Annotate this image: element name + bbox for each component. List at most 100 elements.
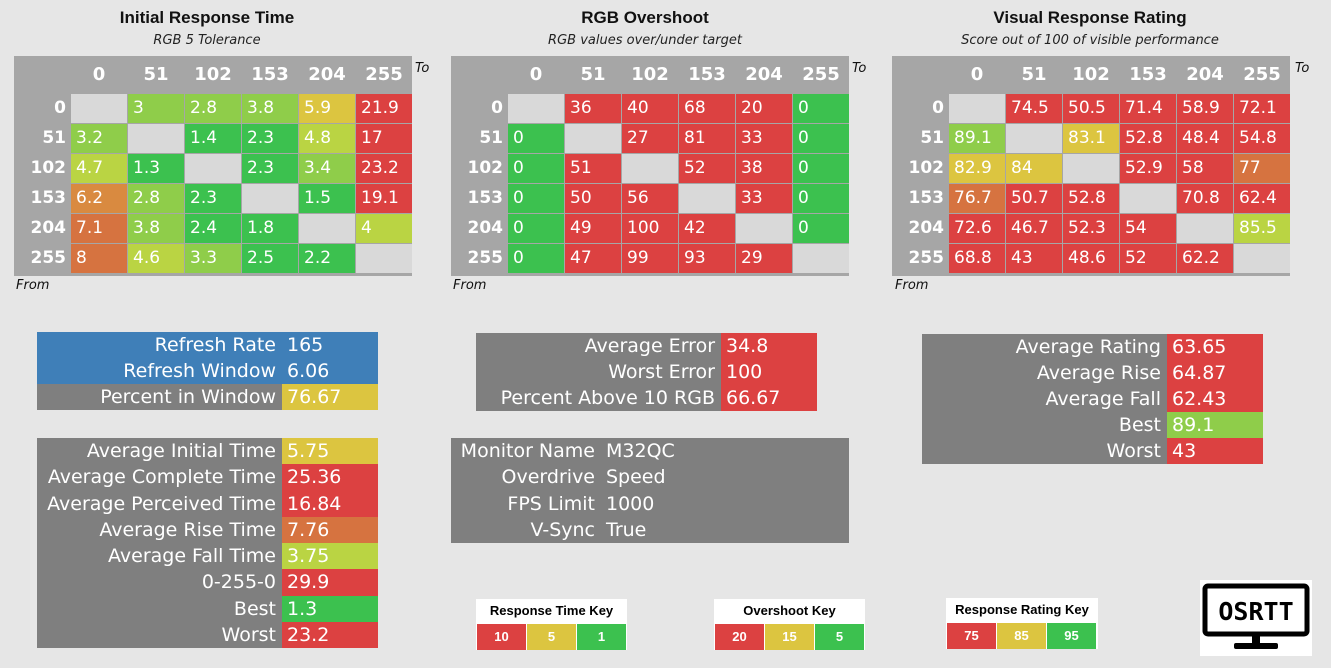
- matrix-cell: 85.5: [1234, 214, 1290, 243]
- matrix-cell: 2.3: [242, 124, 298, 153]
- matrix-cell-empty: [1063, 154, 1119, 183]
- matrix-cell-empty: [1006, 124, 1062, 153]
- column-header: 204: [308, 64, 346, 85]
- stat-value: 43: [1167, 438, 1263, 464]
- stat-row: Average Rating 63.65: [922, 334, 1263, 360]
- matrix-cell: 3.3: [185, 244, 241, 273]
- matrix-cell: 33: [736, 184, 792, 213]
- matrix-cell-empty: [679, 184, 735, 213]
- matrix-cell: 0: [508, 244, 564, 273]
- matrix-cell: 50.7: [1006, 184, 1062, 213]
- stat-row: 0-255-0 29.9: [37, 569, 378, 596]
- matrix-cell-empty: [1234, 244, 1290, 273]
- matrix-cell: 4.6: [128, 244, 184, 273]
- matrix-cell-empty: [793, 244, 849, 273]
- column-header: 102: [194, 64, 232, 85]
- row-header: 102: [908, 158, 945, 178]
- stat-value: 1.3: [282, 595, 378, 622]
- stat-value: 64.87: [1167, 360, 1263, 386]
- rgb-overshoot-title: RGB Overshoot: [581, 8, 709, 27]
- key-swatch: 20: [715, 624, 764, 650]
- stat-row: FPS Limit 1000: [451, 491, 849, 517]
- stat-row: Average Perceived Time 16.84: [37, 490, 378, 517]
- column-header: 51: [1021, 64, 1047, 85]
- stat-row: Average Rise 64.87: [922, 360, 1263, 386]
- key-swatch: 5: [815, 624, 864, 650]
- matrix-cell: 52: [1120, 244, 1176, 273]
- stat-value: True: [606, 518, 647, 541]
- response-time-key: Response Time Key 10 5 1: [476, 599, 627, 650]
- matrix-cell: 2.5: [242, 244, 298, 273]
- to-label: To: [1295, 61, 1310, 76]
- error-panel: Average Error 34.8 Worst Error 100 Percent A…: [476, 333, 817, 411]
- stat-value: 3.75: [282, 543, 378, 570]
- column-header: 204: [1186, 64, 1224, 85]
- matrix-cell-empty: [736, 214, 792, 243]
- matrix-cell: 46.7: [1006, 214, 1062, 243]
- matrix-cell: 20: [736, 94, 792, 123]
- logo-text: OSRTT: [1218, 597, 1293, 626]
- matrix-cell-empty: [508, 94, 564, 123]
- matrix-cell: 56: [622, 184, 678, 213]
- overshoot-key: Overshoot Key 20 15 5: [714, 599, 865, 650]
- matrix-cell: 4: [356, 214, 412, 243]
- stat-row: Average Complete Time 25.36: [37, 464, 378, 491]
- stat-value: 165: [282, 332, 378, 358]
- matrix-cell: 0: [508, 124, 564, 153]
- key-title: Overshoot Key: [743, 603, 836, 618]
- stat-label: Average Initial Time: [86, 440, 276, 462]
- key-title: Response Rating Key: [955, 602, 1089, 617]
- stat-value: 29.9: [282, 569, 378, 596]
- matrix-cell: 68.8: [949, 244, 1005, 273]
- matrix-cell-empty: [1120, 184, 1176, 213]
- initial-response-matrix: 0 0 51 51 102 102 153 153 204 204 255 255 3 2.8 3.8 5.9…: [14, 56, 412, 276]
- key-swatch: 15: [765, 624, 814, 650]
- row-header: 255: [908, 248, 945, 268]
- stat-value: 25.36: [282, 464, 378, 491]
- stat-value: 1000: [606, 492, 655, 515]
- matrix-cell-empty: [185, 154, 241, 183]
- column-header: 255: [802, 64, 840, 85]
- matrix-cell: 71.4: [1120, 94, 1176, 123]
- matrix-cell: 76.7: [949, 184, 1005, 213]
- matrix-cell: 1.8: [242, 214, 298, 243]
- stat-value: 16.84: [282, 490, 378, 517]
- matrix-cell-empty: [242, 184, 298, 213]
- row-header: 204: [467, 218, 504, 238]
- key-swatch: 95: [1047, 623, 1096, 649]
- row-header: 51: [42, 128, 66, 148]
- row-header: 102: [30, 158, 67, 178]
- rgb-overshoot-subtitle: RGB values over/under target: [548, 33, 742, 48]
- row-header: 51: [920, 128, 944, 148]
- visual-response-matrix: 0 0 51 51 102 102 153 153 204 204 255 255 74.5 50.5 71…: [892, 56, 1290, 276]
- matrix-cell: 99: [622, 244, 678, 273]
- matrix-cell: 0: [793, 154, 849, 183]
- matrix-cell: 68: [679, 94, 735, 123]
- stat-label: Average Error: [584, 335, 715, 357]
- stat-label: Average Rise Time: [99, 518, 276, 541]
- stat-row: Average Fall 62.43: [922, 386, 1263, 412]
- stat-label: FPS Limit: [507, 492, 595, 515]
- key-title: Response Time Key: [489, 603, 614, 618]
- matrix-cell: 33: [736, 124, 792, 153]
- row-header: 0: [54, 98, 66, 118]
- stat-row: Monitor Name M32QC: [451, 438, 849, 464]
- matrix-cell: 1.3: [128, 154, 184, 183]
- matrix-cell: 82.9: [949, 154, 1005, 183]
- matrix-cell: 40: [622, 94, 678, 123]
- matrix-cell: 48.4: [1177, 124, 1233, 153]
- stat-label: Worst: [221, 623, 276, 646]
- stat-label: Best: [233, 597, 276, 620]
- matrix-cell: 27: [622, 124, 678, 153]
- key-swatch: 75: [947, 623, 996, 649]
- matrix-cell: 19.1: [356, 184, 412, 213]
- stat-row: Percent Above 10 RGB 66.67: [476, 385, 817, 411]
- matrix-cell: 77: [1234, 154, 1290, 183]
- key-swatch: 10: [477, 624, 526, 650]
- from-label: From: [16, 278, 50, 293]
- column-header: 102: [1072, 64, 1110, 85]
- matrix-cell: 3.8: [128, 214, 184, 243]
- stat-value: 7.76: [282, 516, 378, 543]
- stat-label: Worst Error: [608, 361, 715, 383]
- column-header: 0: [92, 64, 106, 85]
